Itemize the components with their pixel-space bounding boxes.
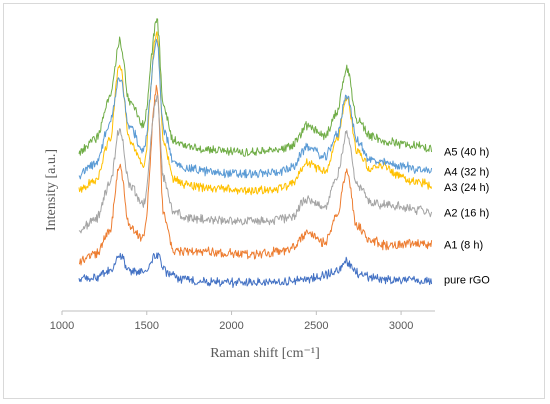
x-tick-label: 2500 [304, 320, 328, 332]
series-line-3 [78, 31, 433, 196]
chart-frame [3, 3, 545, 399]
x-tick-label: 1500 [135, 320, 159, 332]
series-label-2: A2 (16 h) [444, 208, 489, 220]
series-label-5: A5 (40 h) [444, 146, 489, 158]
x-tick-label: 1000 [50, 320, 74, 332]
series-label-1: A1 (8 h) [444, 239, 483, 251]
series-label-3: A3 (24 h) [444, 182, 489, 194]
x-tick-label: 3000 [389, 320, 413, 332]
series-line-0 [78, 252, 433, 288]
series-line-5 [78, 18, 433, 157]
series-label-layer: pure rGO A1 (8 h) A2 (16 h) A3 (24 h) A4 (32… [444, 146, 490, 286]
series-line-1 [78, 84, 433, 266]
series-label-4: A4 (32 h) [444, 166, 489, 178]
series-layer [78, 18, 433, 288]
series-line-2 [78, 95, 433, 234]
series-label-0: pure rGO [444, 274, 490, 286]
x-axis-title: Raman shift [cm⁻¹] [210, 346, 320, 361]
y-axis-title: Intensity [a.u.] [44, 149, 59, 231]
x-tick-label: 2000 [219, 320, 243, 332]
x-tick-layer: 1000 1500 2000 2500 3000 [50, 311, 413, 332]
series-line-4 [78, 38, 433, 180]
